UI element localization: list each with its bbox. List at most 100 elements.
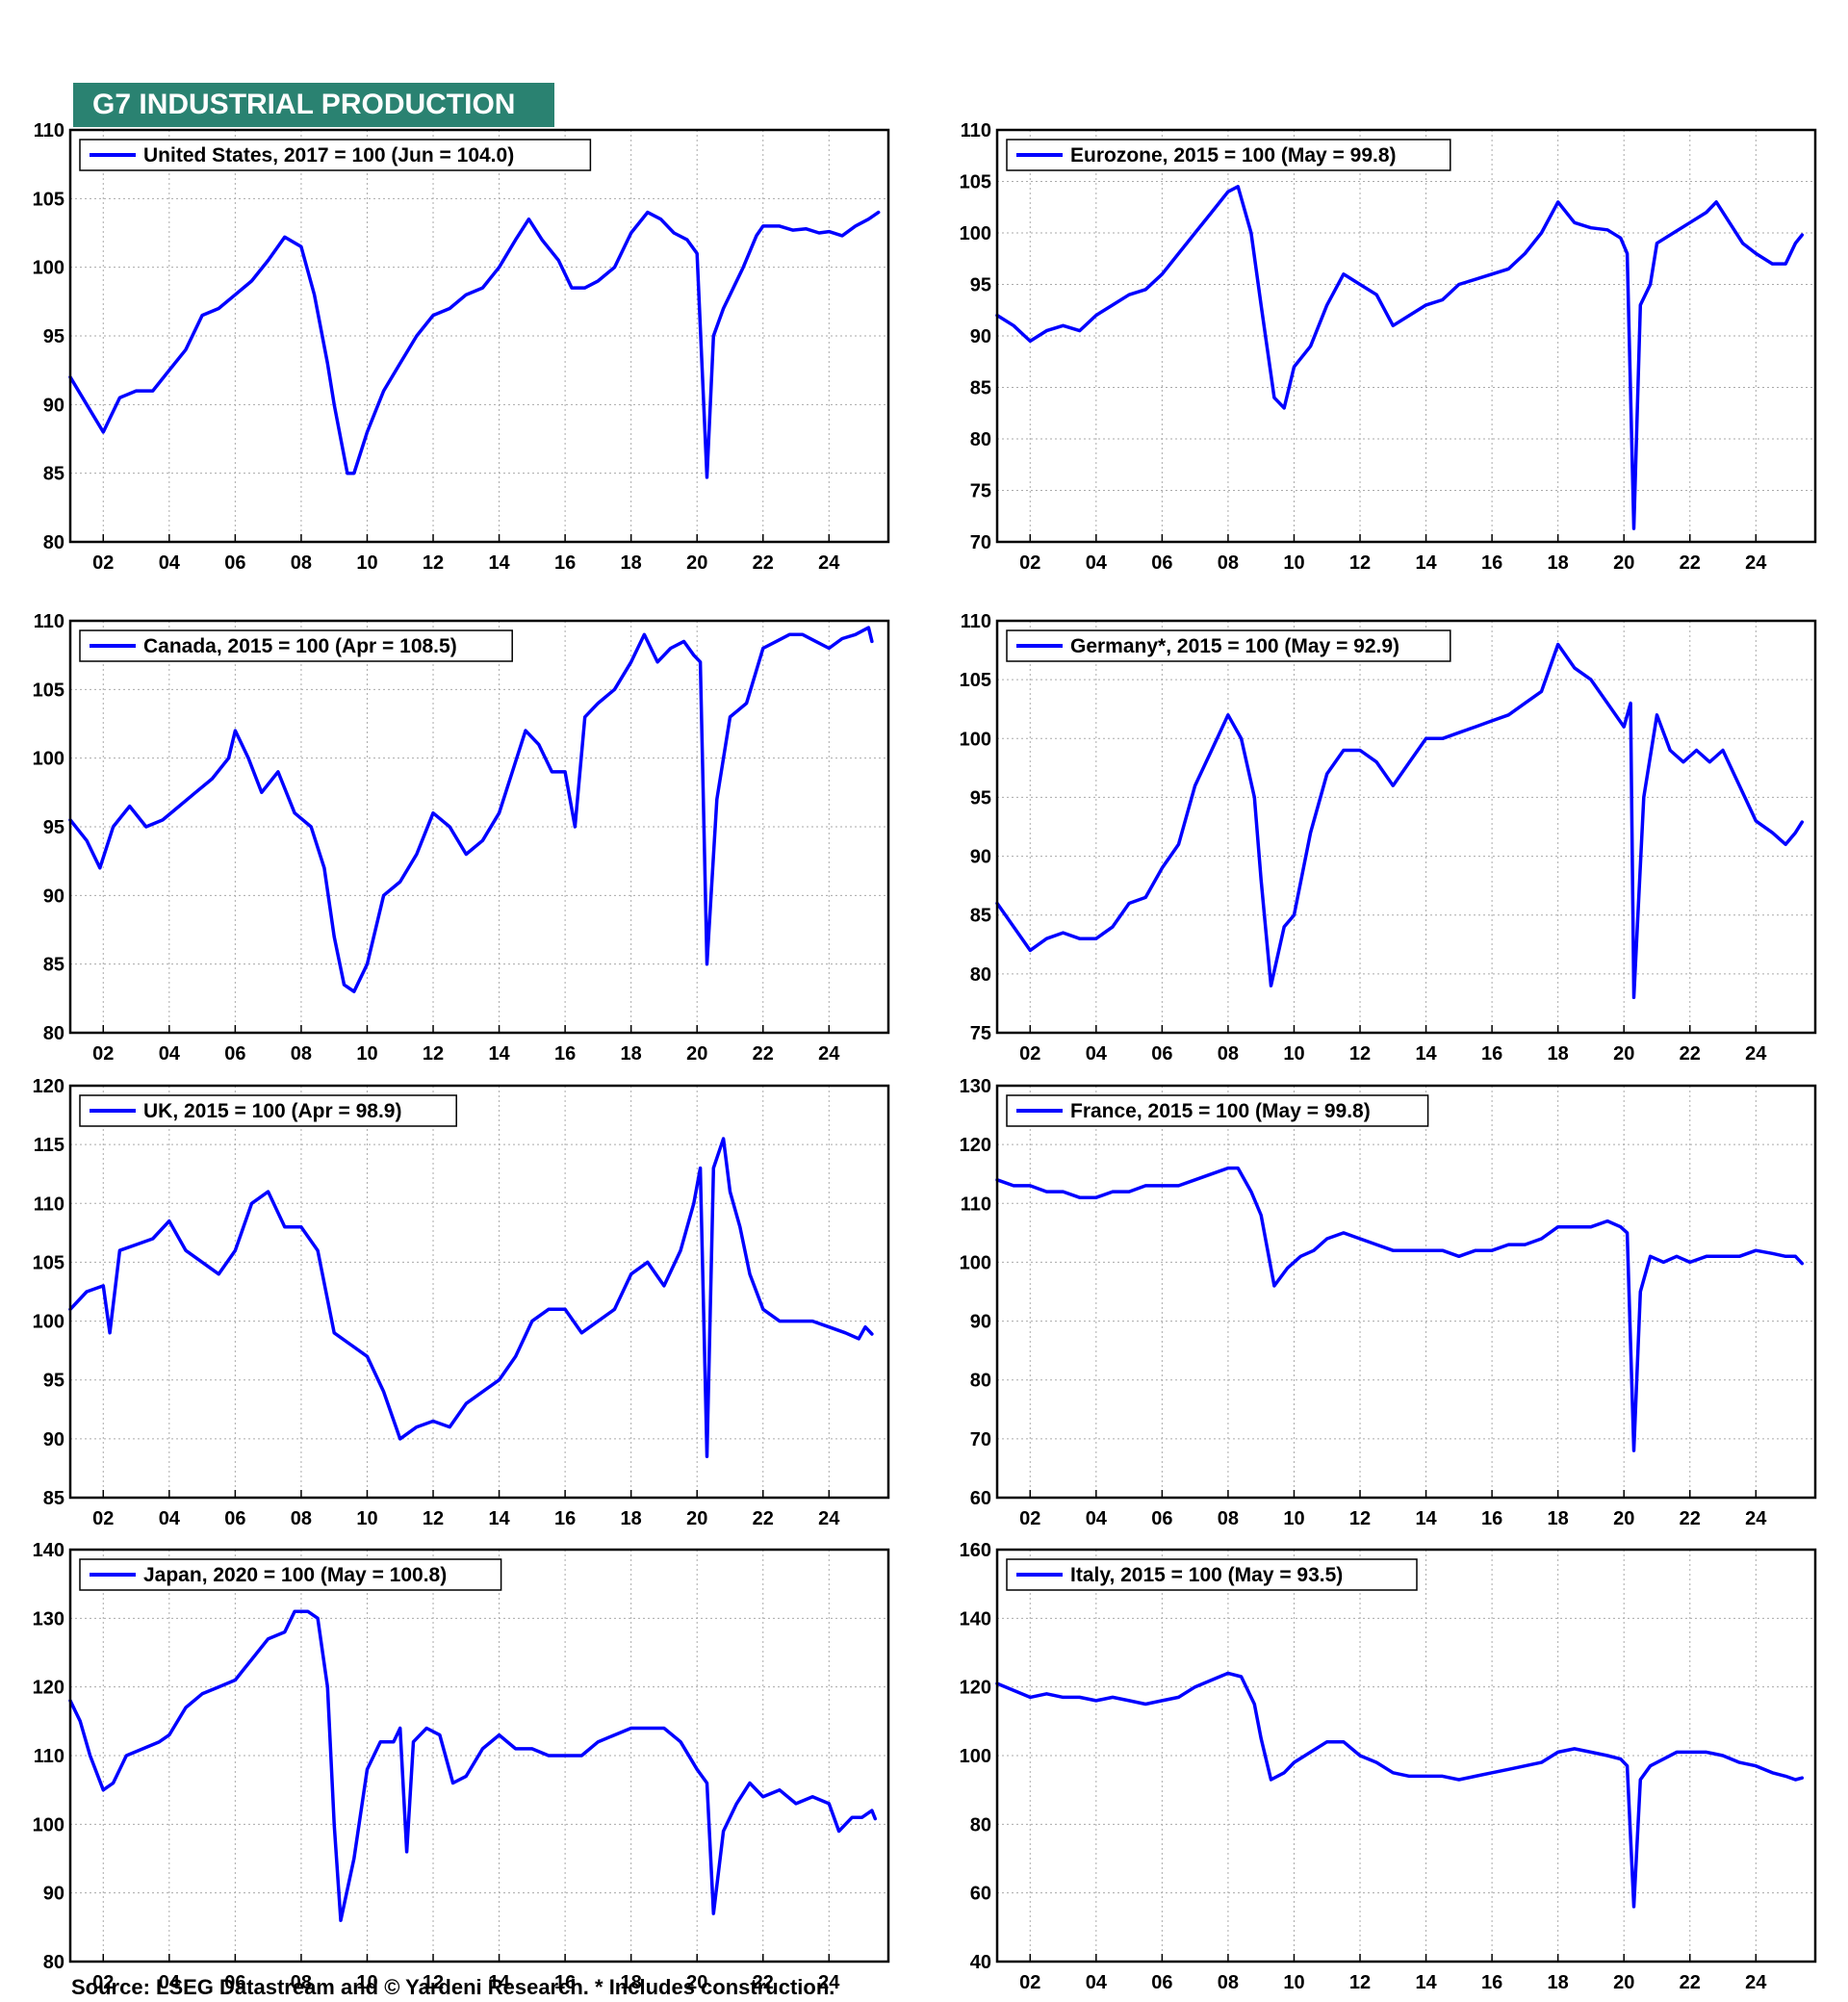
x-tick-label: 10 xyxy=(356,1972,377,1993)
legend-box xyxy=(1006,1558,1418,1591)
y-tick-label: 80 xyxy=(970,964,991,986)
y-tick-label: 40 xyxy=(970,1952,991,1973)
x-tick-label: 12 xyxy=(423,552,444,574)
panel-united-states: 80 85 90 95 100 105 110 02 04 06 08 10 12 14 16 18 20 22 2… xyxy=(33,120,890,574)
x-tick-label: 20 xyxy=(1613,1043,1634,1065)
x-tick-label: 10 xyxy=(356,1043,377,1065)
legend-box xyxy=(79,629,513,662)
plot-frame xyxy=(68,128,890,544)
x-tick-label: 16 xyxy=(1481,552,1502,574)
plot-frame xyxy=(995,128,1817,544)
y-tick-label: 115 xyxy=(34,1135,64,1156)
x-tick-label: 06 xyxy=(1151,1043,1172,1065)
y-tick-label: 160 xyxy=(960,1540,991,1561)
series-line-united-states xyxy=(68,210,881,479)
x-tick-label: 08 xyxy=(1218,1508,1239,1529)
plot-frame xyxy=(68,1548,890,1964)
x-tick-label: 04 xyxy=(159,1508,181,1529)
x-tick-label: 04 xyxy=(1086,1972,1108,1993)
x-tick-label: 12 xyxy=(423,1972,444,1993)
x-tick-label: 10 xyxy=(1283,552,1304,574)
x-tick-label: 02 xyxy=(1019,1972,1040,1993)
y-tick-label: 90 xyxy=(43,1884,64,1905)
x-tick-label: 16 xyxy=(1481,1043,1502,1065)
x-tick-label: 08 xyxy=(1218,1972,1239,1993)
x-tick-label: 18 xyxy=(621,1043,642,1065)
x-tick-label: 02 xyxy=(92,1043,114,1065)
x-tick-label: 20 xyxy=(686,1972,707,1993)
legend-box xyxy=(79,1094,457,1127)
panel-canada: 80 85 90 95 100 105 110 02 04 06 08 10 12 14 16 18 20 22 2… xyxy=(33,611,890,1065)
x-tick-label: 22 xyxy=(1680,552,1701,574)
x-tick-label: 02 xyxy=(92,552,114,574)
y-tick-label: 60 xyxy=(970,1488,991,1509)
x-tick-label: 04 xyxy=(1086,552,1108,574)
source-footnote: Source: LSEG Datastream and © Yardeni Re… xyxy=(71,1975,835,1999)
x-tick-label: 04 xyxy=(1086,1508,1108,1529)
panel-italy: 40 60 80 100 120 140 160 02 04 06 08 10 12 14 16 18 20 22… xyxy=(960,1540,1817,1993)
x-tick-label: 12 xyxy=(1349,552,1371,574)
y-tick-label: 75 xyxy=(970,1023,991,1044)
y-tick-label: 80 xyxy=(970,429,991,450)
y-tick-label: 90 xyxy=(970,326,991,347)
x-tick-label: 14 xyxy=(488,1508,510,1529)
x-tick-label: 02 xyxy=(92,1508,114,1529)
x-tick-label: 08 xyxy=(1218,1043,1239,1065)
x-tick-label: 16 xyxy=(554,1972,576,1993)
x-tick-label: 20 xyxy=(686,552,707,574)
legend-label: Eurozone, 2015 = 100 (May = 99.8) xyxy=(1070,144,1397,167)
y-tick-label: 95 xyxy=(970,787,991,808)
x-tick-label: 24 xyxy=(818,1043,840,1065)
x-tick-label: 10 xyxy=(1283,1972,1304,1993)
y-tick-label: 90 xyxy=(43,1429,64,1450)
x-tick-label: 18 xyxy=(1548,1508,1569,1529)
y-tick-label: 70 xyxy=(970,532,991,553)
y-tick-label: 105 xyxy=(960,172,991,193)
x-tick-label: 12 xyxy=(1349,1972,1371,1993)
y-tick-label: 100 xyxy=(33,258,64,279)
x-tick-label: 22 xyxy=(1680,1508,1701,1529)
x-tick-label: 06 xyxy=(224,1972,245,1993)
plot-frame xyxy=(68,1084,890,1500)
y-tick-label: 85 xyxy=(43,1488,64,1509)
x-tick-label: 20 xyxy=(1613,1972,1634,1993)
x-tick-label: 08 xyxy=(291,1508,312,1529)
x-tick-label: 18 xyxy=(1548,1043,1569,1065)
panel-japan: 80 90 100 110 120 130 140 02 04 06 08 10 12 14 16 18 20 2… xyxy=(33,1540,890,1993)
x-tick-label: 08 xyxy=(1218,552,1239,574)
x-tick-label: 18 xyxy=(621,552,642,574)
legend-label: UK, 2015 = 100 (Apr = 98.9) xyxy=(143,1100,401,1122)
x-tick-label: 10 xyxy=(356,1508,377,1529)
x-tick-label: 14 xyxy=(1415,552,1437,574)
y-tick-label: 110 xyxy=(34,611,64,632)
y-tick-label: 90 xyxy=(43,886,64,907)
x-tick-label: 16 xyxy=(554,552,576,574)
x-tick-label: 22 xyxy=(1680,1972,1701,1993)
y-tick-label: 90 xyxy=(43,395,64,416)
y-tick-label: 85 xyxy=(970,378,991,399)
y-tick-label: 120 xyxy=(960,1678,991,1699)
legend-box xyxy=(1006,1094,1429,1127)
series-line-italy xyxy=(995,1671,1805,1909)
y-tick-label: 95 xyxy=(43,817,64,838)
x-tick-label: 04 xyxy=(159,1043,181,1065)
y-tick-label: 105 xyxy=(33,189,64,210)
x-tick-label: 22 xyxy=(753,1043,774,1065)
x-tick-label: 20 xyxy=(1613,552,1634,574)
x-tick-label: 12 xyxy=(423,1508,444,1529)
y-tick-label: 120 xyxy=(33,1678,64,1699)
plot-frame xyxy=(995,619,1817,1035)
x-tick-label: 06 xyxy=(1151,552,1172,574)
y-tick-label: 105 xyxy=(33,680,64,701)
x-tick-label: 06 xyxy=(1151,1972,1172,1993)
y-tick-label: 140 xyxy=(33,1540,64,1561)
x-tick-label: 24 xyxy=(1745,1043,1767,1065)
y-tick-label: 140 xyxy=(960,1608,991,1630)
x-tick-label: 18 xyxy=(1548,552,1569,574)
x-tick-label: 18 xyxy=(621,1972,642,1993)
x-tick-label: 24 xyxy=(1745,552,1767,574)
x-tick-label: 14 xyxy=(1415,1508,1437,1529)
x-tick-label: 08 xyxy=(291,552,312,574)
x-tick-label: 22 xyxy=(753,1508,774,1529)
x-tick-label: 14 xyxy=(488,1972,510,1993)
